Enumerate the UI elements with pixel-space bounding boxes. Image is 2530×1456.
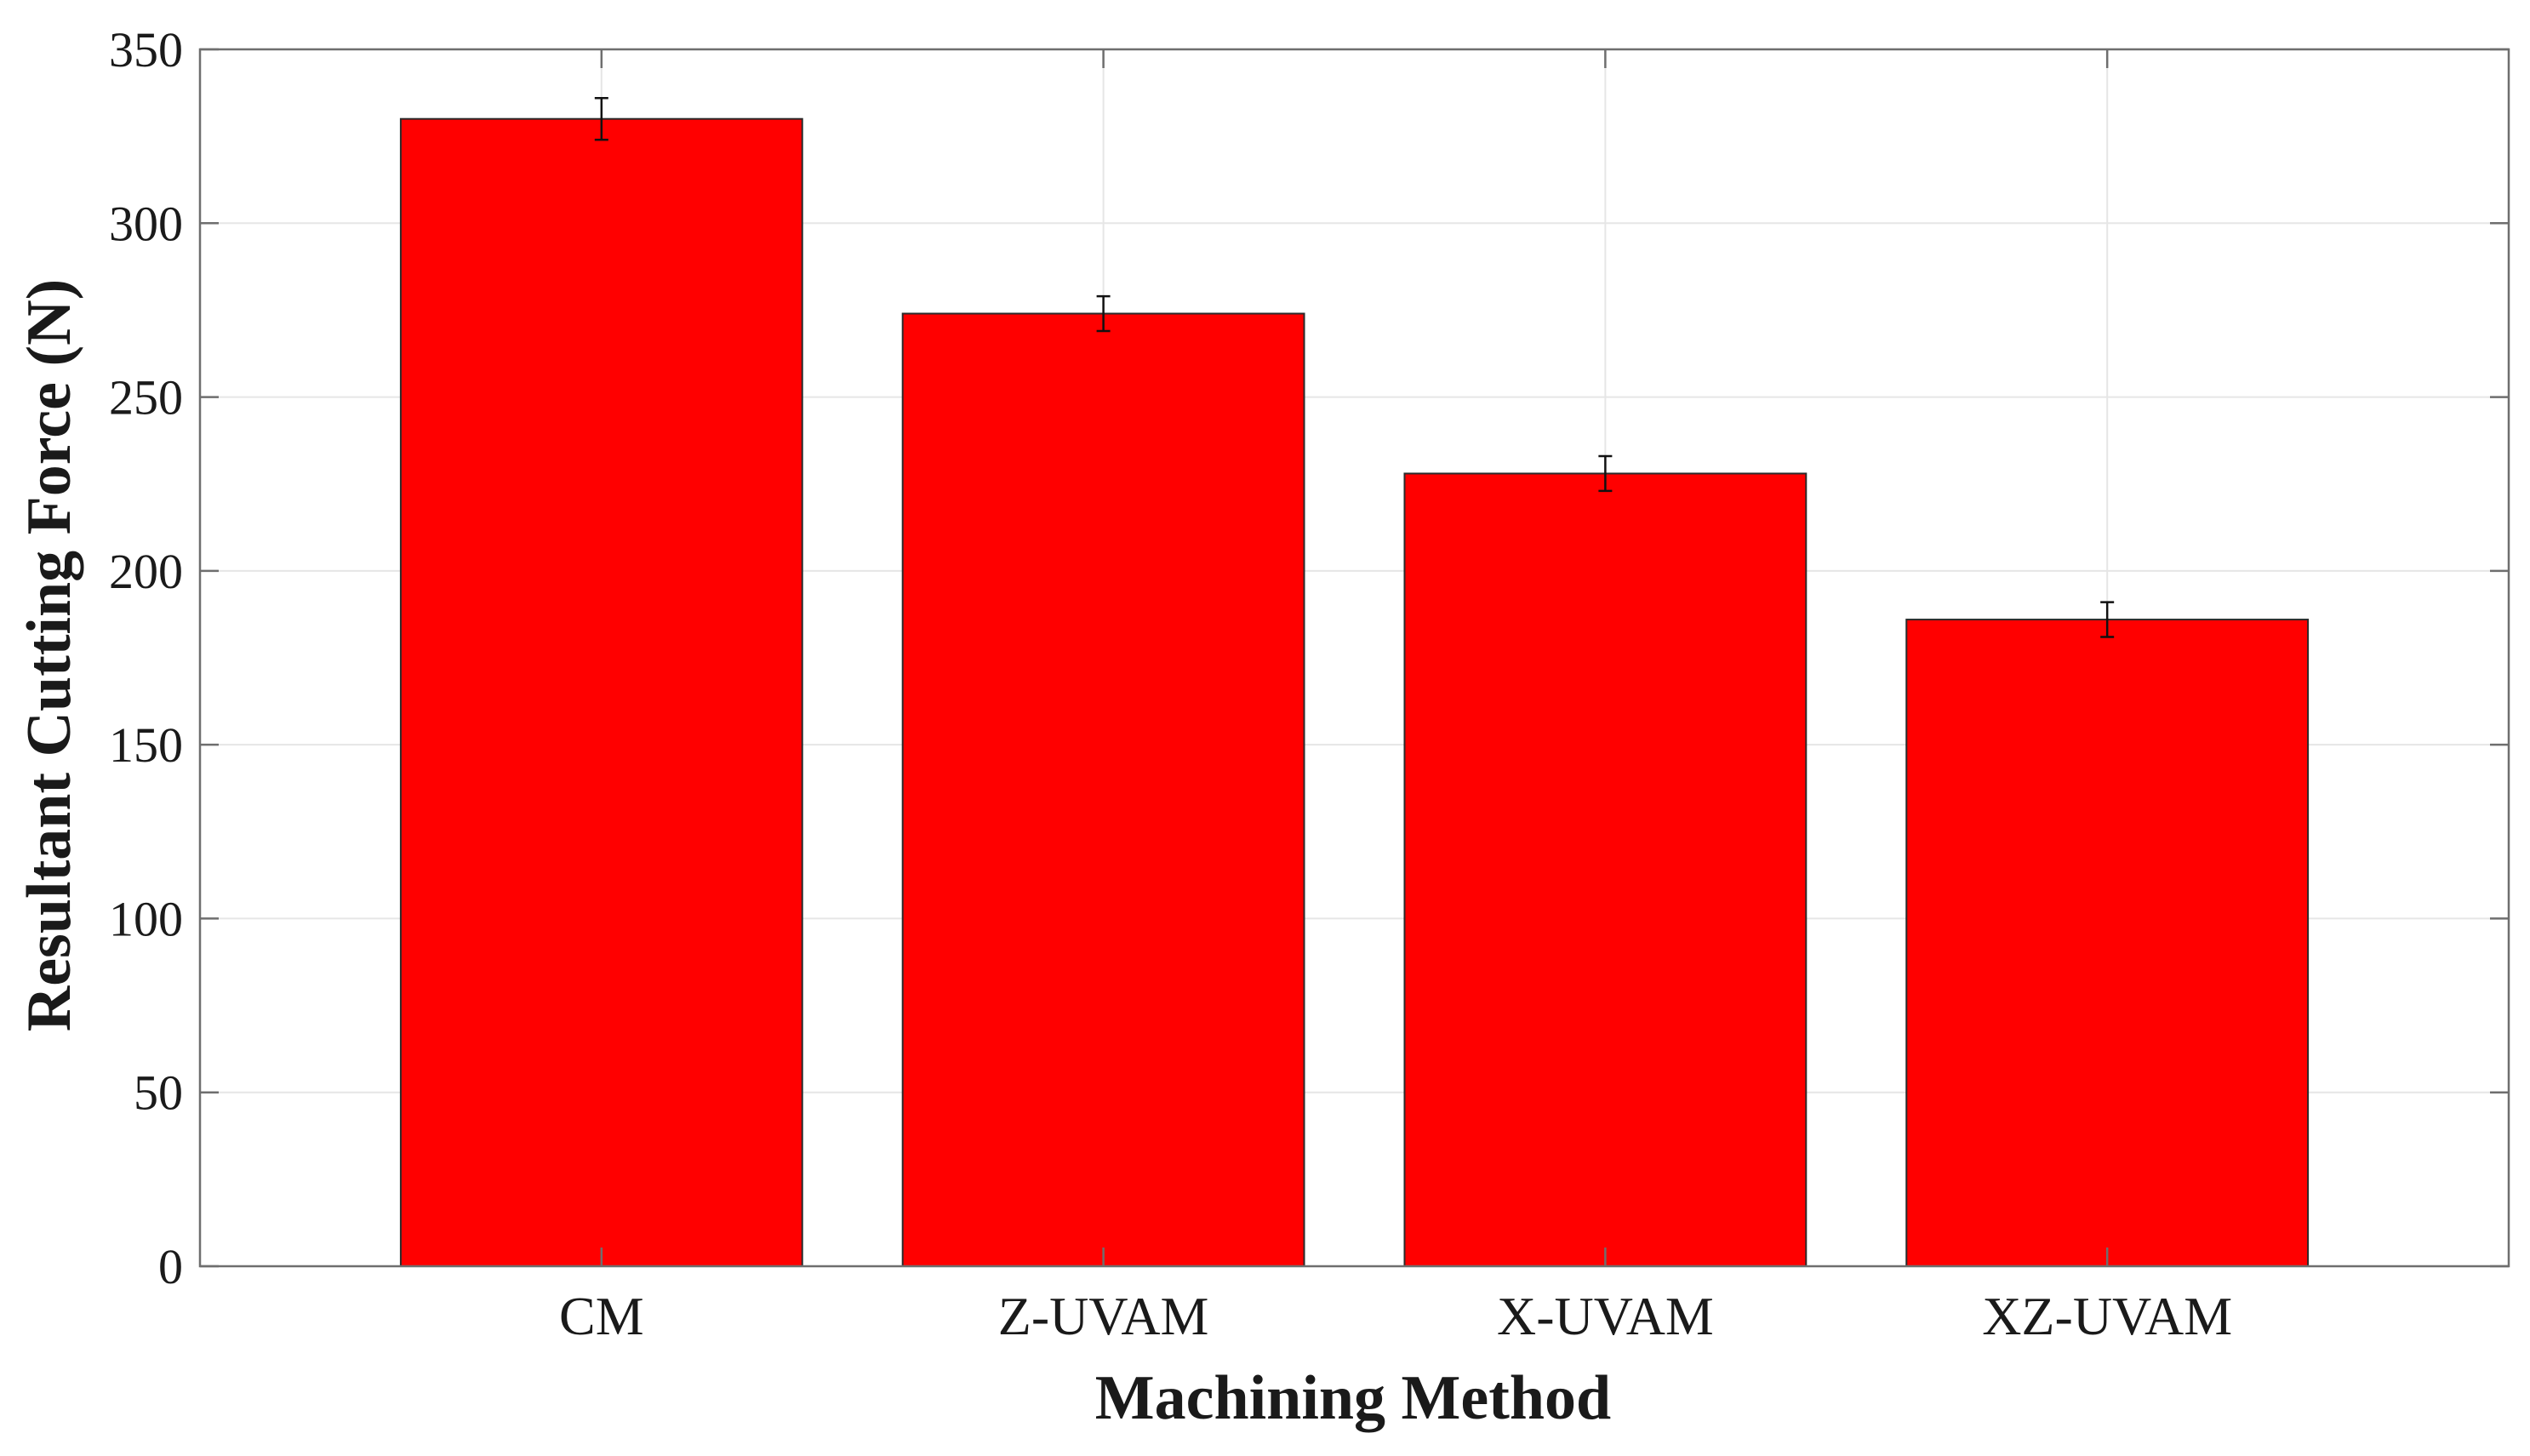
error-bar <box>1096 294 1111 333</box>
error-bar <box>594 96 608 141</box>
x-axis-title: Machining Method <box>1095 1363 1611 1433</box>
label-layer: Machining Method Resultant Cutting Force… <box>14 22 2232 1433</box>
axis-layer <box>198 48 2510 1268</box>
y-tick-label: 300 <box>109 196 183 251</box>
bar <box>1905 619 2310 1267</box>
y-axis-title: Resultant Cutting Force (N) <box>14 279 84 1031</box>
x-tick-label: X-UVAM <box>1497 1286 1714 1346</box>
x-tick-label: CM <box>559 1286 644 1346</box>
plot-frame <box>198 48 2510 1268</box>
x-tick-label: XZ-UVAM <box>1982 1286 2232 1346</box>
y-tick-label: 350 <box>109 22 183 77</box>
y-tick-label: 250 <box>109 370 183 425</box>
y-tick-label: 200 <box>109 544 183 599</box>
y-tick-label: 150 <box>109 717 183 773</box>
y-tick-label: 50 <box>134 1065 183 1121</box>
bar <box>1403 472 1808 1267</box>
error-bar <box>1598 454 1613 493</box>
bar-layer <box>399 96 2310 1268</box>
bar <box>901 312 1305 1267</box>
y-tick-label: 0 <box>158 1239 183 1294</box>
x-tick-label: Z-UVAM <box>998 1286 1209 1346</box>
y-tick-label: 100 <box>109 891 183 946</box>
error-bar <box>2100 601 2115 638</box>
bar <box>399 117 803 1268</box>
